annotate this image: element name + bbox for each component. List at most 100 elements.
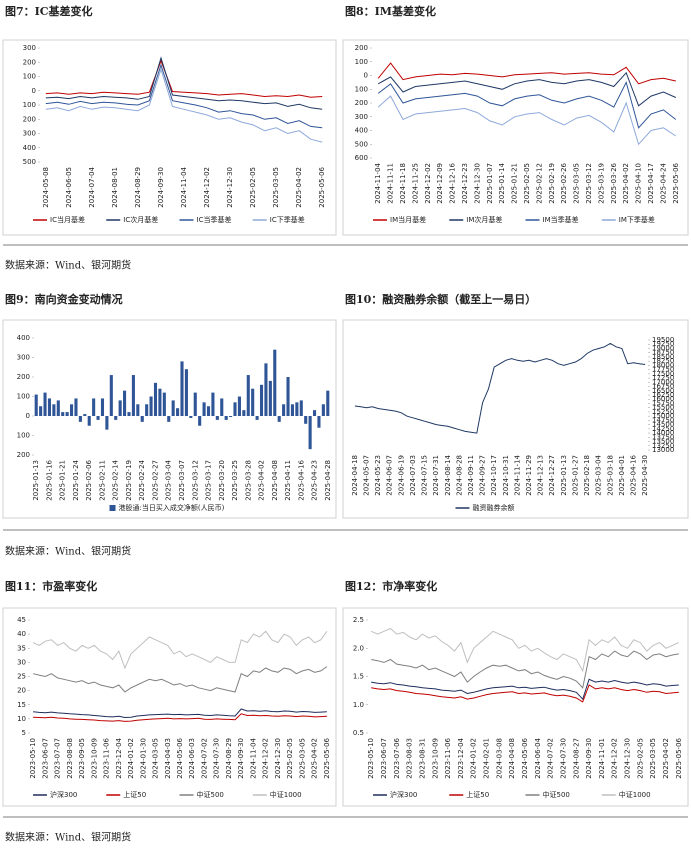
x-tick-label: 2024-12-30 <box>624 738 632 779</box>
bar <box>215 416 219 420</box>
x-tick-label: 2024-09-30 <box>585 738 593 779</box>
bar <box>158 388 162 416</box>
source-note: 数据来源：Wind、银河期货 <box>5 831 131 844</box>
y-tick-label: 14500 <box>652 421 674 429</box>
y-tick-label: 400 <box>355 127 368 135</box>
bar <box>321 404 325 416</box>
legend-label: 上证50 <box>123 790 146 799</box>
x-tick-label: 2024-08-27 <box>572 738 580 779</box>
y-tick-label: 10 <box>17 715 26 723</box>
x-tick-label: 2025-03-05 <box>298 738 306 779</box>
bar <box>211 392 215 416</box>
x-tick-label: 2023-07-06 <box>393 737 401 778</box>
y-tick-label: 35 <box>17 644 26 652</box>
x-tick-label: 2025-02-05 <box>523 163 531 204</box>
x-tick-label: 2025-03-20 <box>218 460 226 501</box>
bar <box>145 404 149 416</box>
bar <box>131 375 135 416</box>
x-tick-label: 2024-02-01 <box>483 738 491 779</box>
bar <box>105 416 109 430</box>
series-line <box>371 650 679 689</box>
x-tick-label: 2023-06-07 <box>380 738 388 779</box>
x-tick-label: 2025-05-06 <box>672 162 680 203</box>
x-tick-label: 2023-10-09 <box>90 738 98 779</box>
bar <box>312 410 317 416</box>
y-tick-label: 400 <box>23 144 36 152</box>
y-tick-label: 14250 <box>652 425 674 433</box>
x-tick-label: 2025-01-24 <box>72 459 80 500</box>
x-tick-label: 2023-12-04 <box>115 737 123 778</box>
bar <box>162 392 166 416</box>
x-tick-label: 2023-12-04 <box>457 737 465 778</box>
bar <box>92 398 96 416</box>
x-tick-label: 2025-04-28 <box>324 460 332 501</box>
bar <box>167 416 171 422</box>
y-tick-label: 20 <box>17 687 26 695</box>
x-tick-label: 2023-05-10 <box>367 738 375 779</box>
x-tick-label: 2025-02-26 <box>560 162 568 203</box>
x-tick-label: 2025-03-12 <box>585 163 593 204</box>
y-tick-label: 25 <box>17 673 26 681</box>
y-tick-label: 16000 <box>652 395 674 403</box>
legend-label: IM下季基差 <box>619 215 655 224</box>
x-tick-label: 2025-02-19 <box>548 163 556 204</box>
bar <box>237 396 241 416</box>
x-tick-label: 2024-12-02 <box>262 738 270 779</box>
x-tick-label: 2023-11-06 <box>444 737 452 778</box>
y-tick-label: 13500 <box>652 438 674 446</box>
bar <box>109 375 113 416</box>
chart-frame <box>342 39 689 236</box>
bar <box>233 402 237 416</box>
y-tick-label: 19000 <box>652 344 674 352</box>
x-tick-label: 2024-09-27 <box>479 455 487 496</box>
y-tick-label: 0 <box>32 87 36 95</box>
bar <box>180 361 184 416</box>
y-tick-label: 200 <box>23 58 36 66</box>
y-tick-label: 0 <box>26 412 30 420</box>
series-line <box>33 713 327 722</box>
bar <box>268 380 272 416</box>
x-tick-label: 2025-04-02 <box>662 738 670 779</box>
legend-label: IC次月基差 <box>123 215 158 224</box>
figure-title: 图9：南向资金变动情况 <box>5 292 123 306</box>
legend-label: 上证50 <box>466 790 489 799</box>
bar <box>96 416 100 420</box>
x-tick-label: 2025-04-10 <box>635 163 643 204</box>
bar <box>251 388 255 416</box>
x-tick-label: 2024-12-30 <box>226 167 234 208</box>
x-tick-label: 2024-03-05 <box>152 738 160 779</box>
chart-frame <box>2 607 337 807</box>
y-tick-label: 0 <box>364 72 368 80</box>
x-tick-label: 2024-07-30 <box>213 738 221 779</box>
x-tick-label: 2025-03-28 <box>244 460 252 501</box>
x-tick-label: 2025-03-07 <box>178 460 186 501</box>
bar <box>304 416 308 424</box>
y-tick-label: 15250 <box>652 408 674 416</box>
series-line <box>377 81 677 129</box>
bar <box>56 400 60 416</box>
series-line <box>33 708 327 719</box>
x-tick-label: 2025-03-17 <box>205 460 213 501</box>
y-tick-label: 19250 <box>652 340 674 348</box>
x-tick-label: 2025-04-11 <box>284 460 292 501</box>
bar <box>273 349 277 416</box>
figure-title: 图12：市净率变化 <box>345 579 437 593</box>
x-tick-label: 2025-03-04 <box>595 454 603 495</box>
y-tick-label: 13000 <box>652 446 674 454</box>
bar <box>136 404 140 416</box>
x-tick-label: 2024-12-02 <box>203 167 211 208</box>
x-tick-label: 2025-04-23 <box>311 460 319 501</box>
x-tick-label: 2024-01-02 <box>470 738 478 779</box>
source-note: 数据来源：Wind、银河期货 <box>5 545 131 558</box>
bar <box>326 390 330 416</box>
legend-label: 融资融券余额 <box>473 503 515 512</box>
y-tick-label: 200 <box>17 451 30 459</box>
x-tick-label: 2024-05-07 <box>363 455 371 496</box>
x-tick-label: 2024-05-23 <box>374 455 382 496</box>
x-tick-label: 2024-09-30 <box>157 167 165 208</box>
bar <box>87 416 91 426</box>
y-tick-label: 1.0 <box>353 701 364 709</box>
legend-label: IC当季基差 <box>197 215 232 224</box>
y-tick-label: 2.5 <box>353 616 364 624</box>
